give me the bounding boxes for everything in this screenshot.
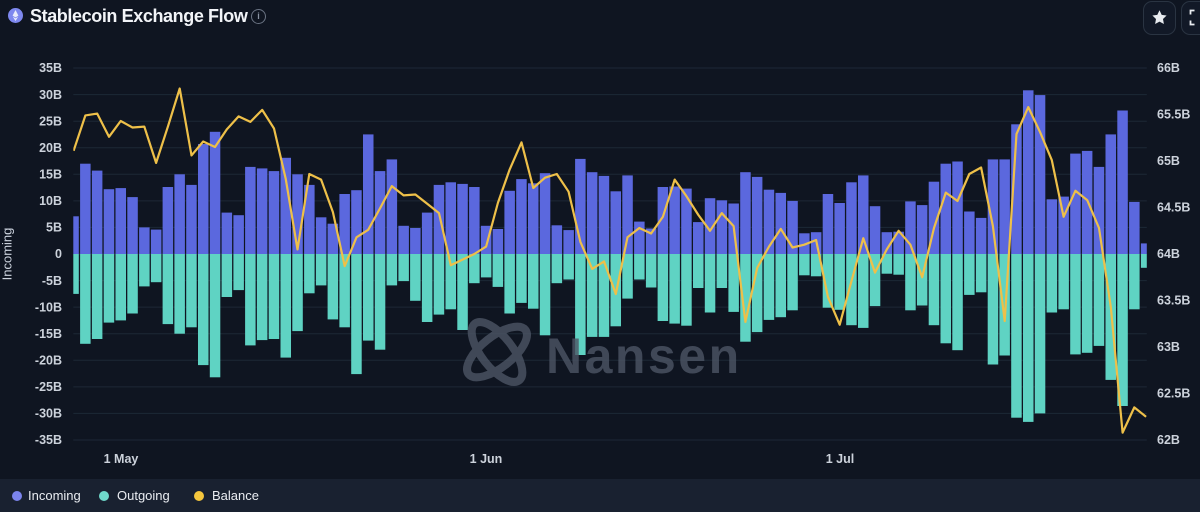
svg-text:1 May: 1 May — [104, 452, 139, 466]
svg-text:1 Jul: 1 Jul — [826, 452, 855, 466]
svg-text:Incoming: Incoming — [0, 228, 15, 281]
svg-text:0: 0 — [55, 247, 62, 261]
svg-text:66B: 66B — [1157, 61, 1180, 75]
svg-text:-10B: -10B — [35, 300, 62, 314]
svg-text:62B: 62B — [1157, 433, 1180, 447]
svg-text:20B: 20B — [39, 141, 62, 155]
svg-text:Nansen: Nansen — [546, 328, 742, 384]
svg-text:63.5B: 63.5B — [1157, 294, 1190, 308]
svg-text:15B: 15B — [39, 168, 62, 182]
svg-text:-15B: -15B — [35, 327, 62, 341]
svg-text:1 Jun: 1 Jun — [470, 452, 503, 466]
svg-text:-35B: -35B — [35, 433, 62, 447]
svg-text:65.5B: 65.5B — [1157, 108, 1190, 122]
svg-text:-20B: -20B — [35, 354, 62, 368]
svg-text:30B: 30B — [39, 88, 62, 102]
svg-text:35B: 35B — [39, 61, 62, 75]
svg-text:63B: 63B — [1157, 340, 1180, 354]
svg-text:64B: 64B — [1157, 247, 1180, 261]
svg-text:10B: 10B — [39, 194, 62, 208]
svg-text:-25B: -25B — [35, 380, 62, 394]
svg-text:64.5B: 64.5B — [1157, 201, 1190, 215]
svg-text:5B: 5B — [46, 221, 62, 235]
svg-text:-30B: -30B — [35, 407, 62, 421]
svg-text:62.5B: 62.5B — [1157, 387, 1190, 401]
svg-text:25B: 25B — [39, 114, 62, 128]
svg-text:-5B: -5B — [42, 274, 62, 288]
svg-text:65B: 65B — [1157, 154, 1180, 168]
